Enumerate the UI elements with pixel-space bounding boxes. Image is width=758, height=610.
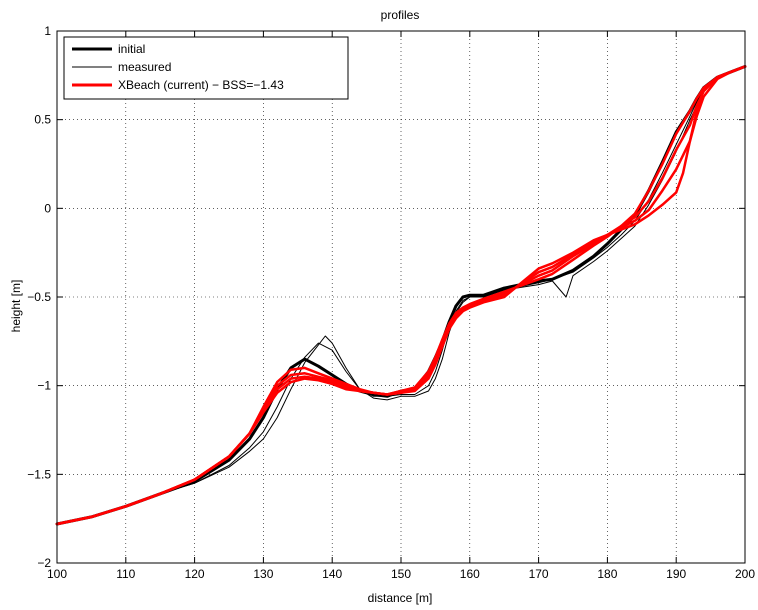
y-tick-label: 0.5 (34, 113, 51, 127)
y-tick-label: 0 (44, 201, 51, 215)
x-tick-label: 160 (460, 567, 480, 581)
x-tick-label: 170 (529, 567, 549, 581)
plot-series (55, 65, 747, 526)
x-tick-label: 190 (666, 567, 686, 581)
series-line (55, 65, 747, 526)
y-tick-label: −2 (37, 556, 51, 570)
series-line (56, 66, 746, 525)
legend-label: initial (118, 42, 145, 56)
legend-box (63, 36, 349, 100)
x-tick-label: 150 (391, 567, 411, 581)
legend-label: measured (118, 60, 171, 74)
y-tick-label: 1 (44, 24, 51, 38)
x-tick-label: 140 (322, 567, 342, 581)
x-tick-label: 100 (47, 567, 67, 581)
x-tick-label: 130 (253, 567, 273, 581)
x-tick-label: 110 (116, 567, 135, 581)
axis-ticks: 100 110 120 130 140 150 160 170 180 190 200 −2 −1.5 −… (27, 24, 755, 581)
x-tick-label: 200 (735, 567, 755, 581)
x-axis-label: distance [m] (368, 591, 433, 605)
legend-label: XBeach (current) − BSS=−1.43 (118, 78, 284, 92)
y-tick-label: −1 (37, 379, 51, 393)
y-tick-label: −1.5 (27, 467, 51, 481)
legend: initial measured XBeach (current) − BSS=−1… (63, 36, 349, 100)
x-tick-label: 180 (597, 567, 617, 581)
y-axis-label: height [m] (9, 280, 23, 333)
chart-title: profiles (381, 8, 420, 22)
y-tick-label: −0.5 (27, 290, 51, 304)
grid-lines (57, 31, 745, 563)
x-tick-label: 120 (185, 567, 205, 581)
